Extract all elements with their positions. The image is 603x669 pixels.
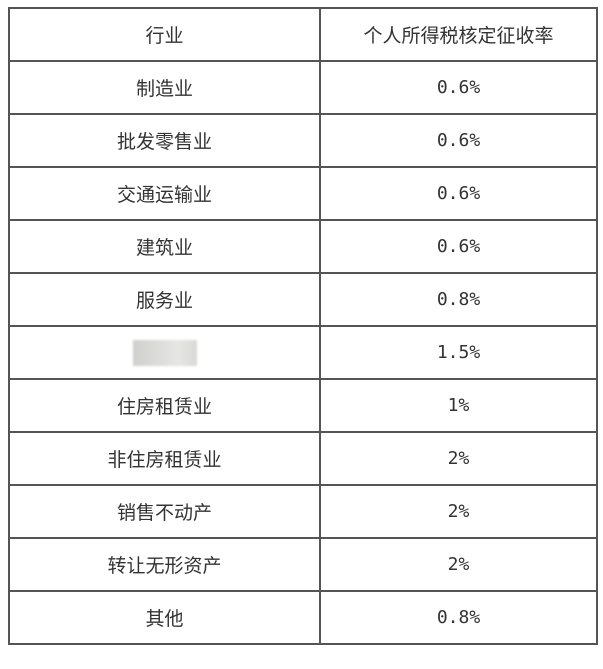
- table-row: 转让无形资产 2%: [8, 537, 598, 592]
- industry-cell: 其他: [8, 590, 321, 645]
- industry-cell: 服务业: [8, 272, 321, 327]
- industry-cell: 批发零售业: [8, 113, 321, 168]
- rate-cell: 0.6%: [319, 113, 598, 168]
- table-row: 1.5%: [8, 325, 598, 380]
- rate-cell: 0.8%: [319, 590, 598, 645]
- table-row: 服务业 0.8%: [8, 272, 598, 327]
- table-row: 制造业 0.6%: [8, 60, 598, 115]
- industry-cell: 非住房租赁业: [8, 431, 321, 486]
- table-row: 住房租赁业 1%: [8, 378, 598, 433]
- redacted-industry-cell: [8, 325, 321, 380]
- rate-cell: 0.6%: [319, 60, 598, 115]
- industry-cell: 销售不动产: [8, 484, 321, 539]
- rate-cell: 2%: [319, 537, 598, 592]
- industry-cell: 转让无形资产: [8, 537, 321, 592]
- rate-cell: 0.6%: [319, 219, 598, 274]
- table-row: 销售不动产 2%: [8, 484, 598, 539]
- header-industry: 行业: [8, 7, 321, 62]
- table-row: 交通运输业 0.6%: [8, 166, 598, 221]
- rate-cell: 1.5%: [319, 325, 598, 380]
- rate-cell: 0.8%: [319, 272, 598, 327]
- industry-cell: 交通运输业: [8, 166, 321, 221]
- rate-cell: 2%: [319, 484, 598, 539]
- table-row: 建筑业 0.6%: [8, 219, 598, 274]
- table-row: 其他 0.8%: [8, 590, 598, 645]
- rate-cell: 1%: [319, 378, 598, 433]
- redaction-blur: [132, 339, 197, 366]
- table-row: 批发零售业 0.6%: [8, 113, 598, 168]
- header-rate: 个人所得税核定征收率: [319, 7, 598, 62]
- table-header-row: 行业 个人所得税核定征收率: [8, 7, 598, 62]
- table-row: 非住房租赁业 2%: [8, 431, 598, 486]
- rate-cell: 0.6%: [319, 166, 598, 221]
- industry-cell: 制造业: [8, 60, 321, 115]
- rate-cell: 2%: [319, 431, 598, 486]
- industry-cell: 住房租赁业: [8, 378, 321, 433]
- tax-rate-table: 行业 个人所得税核定征收率 制造业 0.6% 批发零售业 0.6% 交通运输业 0.6% 建…: [8, 7, 598, 645]
- industry-cell: 建筑业: [8, 219, 321, 274]
